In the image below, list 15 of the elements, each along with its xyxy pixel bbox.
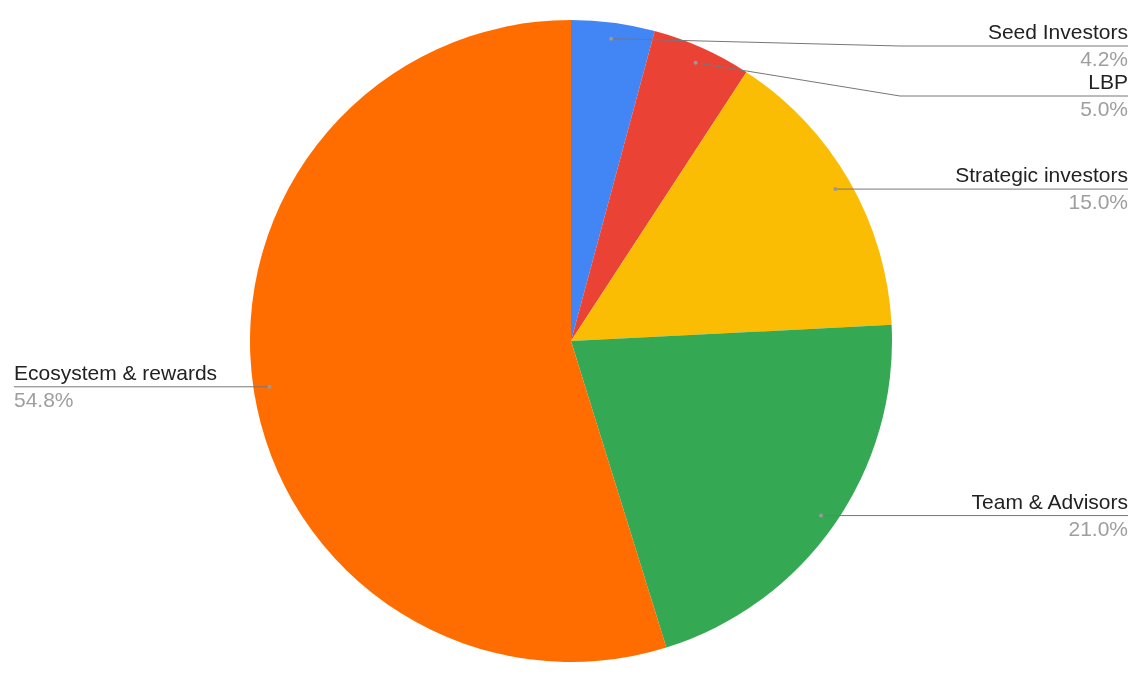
pie-slice xyxy=(571,20,655,341)
slice-label: Seed Investors xyxy=(987,20,1128,43)
data-label: 5.0% xyxy=(1080,97,1128,120)
pie-slice xyxy=(250,20,667,662)
data-label: 21.0% xyxy=(1068,516,1128,540)
data-label: 15.0% xyxy=(1068,190,1128,214)
pie-slice xyxy=(571,72,892,341)
data-label: 54.8% xyxy=(14,387,74,411)
slice-label: Strategic investors xyxy=(955,163,1128,187)
data-label: 4.2% xyxy=(1080,47,1128,70)
pie-slice xyxy=(571,324,892,648)
slice-label: LBP xyxy=(1088,70,1128,93)
slice-label: Team & Advisors xyxy=(971,489,1128,513)
pie-slice xyxy=(571,31,747,341)
slice-label: Ecosystem & rewards xyxy=(14,360,218,384)
